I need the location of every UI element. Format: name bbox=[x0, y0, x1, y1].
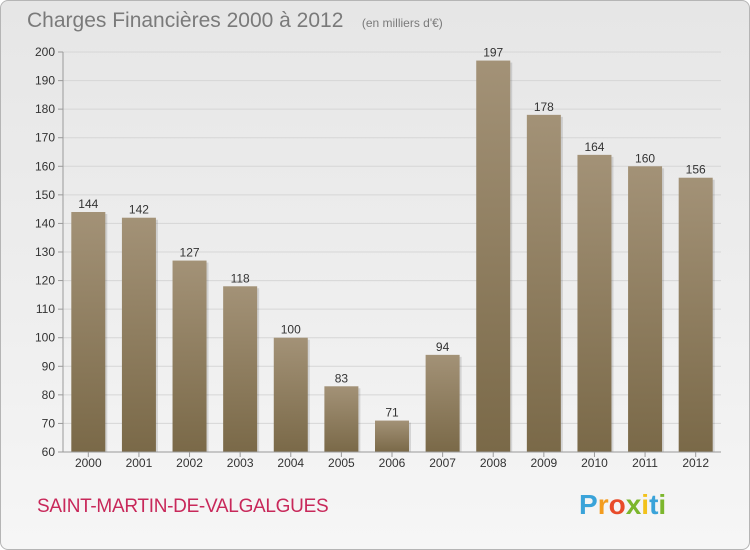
logo-letter: i bbox=[658, 489, 667, 520]
bar-value-label: 127 bbox=[180, 246, 200, 260]
x-tick-label: 2000 bbox=[75, 456, 102, 470]
grid-lines bbox=[63, 51, 721, 453]
proxiti-logo: Proxiti bbox=[579, 489, 666, 521]
x-tick-label: 2011 bbox=[632, 456, 658, 470]
x-tick-label: 2008 bbox=[480, 456, 507, 470]
x-tick-label: 2009 bbox=[530, 456, 557, 470]
bar-2008 bbox=[476, 60, 511, 452]
y-tick-label: 190 bbox=[35, 74, 55, 88]
bar-value-label: 144 bbox=[78, 197, 98, 211]
y-tick-label: 200 bbox=[35, 45, 55, 59]
bar-2004 bbox=[273, 337, 308, 452]
y-tick-label: 60 bbox=[42, 445, 56, 459]
bar-2010 bbox=[577, 154, 612, 452]
bar-value-label: 178 bbox=[534, 100, 554, 114]
bar-value-label: 142 bbox=[129, 203, 149, 217]
x-tick-label: 2012 bbox=[682, 456, 709, 470]
bar-2000 bbox=[71, 212, 106, 452]
logo-letter: r bbox=[597, 489, 609, 520]
bar-value-label: 100 bbox=[281, 323, 301, 337]
y-tick-label: 140 bbox=[35, 216, 55, 230]
logo-letter: i bbox=[641, 489, 650, 520]
logo-letter: P bbox=[579, 489, 598, 520]
chart-title: Charges Financières 2000 à 2012 (en mill… bbox=[27, 9, 443, 33]
bar-2007 bbox=[425, 354, 460, 452]
y-tick-label: 170 bbox=[35, 131, 55, 145]
y-tick-label: 90 bbox=[42, 359, 56, 373]
chart-unit-note: (en milliers d'€) bbox=[361, 16, 443, 30]
bar-2003 bbox=[223, 286, 258, 452]
bar-2002 bbox=[172, 260, 207, 452]
bar-value-label: 160 bbox=[635, 151, 655, 165]
bar-value-label: 94 bbox=[436, 340, 450, 354]
y-tick-label: 80 bbox=[42, 388, 56, 402]
y-tick-label: 100 bbox=[35, 331, 55, 345]
bar-value-label: 197 bbox=[483, 46, 503, 60]
x-tick-label: 2010 bbox=[581, 456, 608, 470]
x-tick-label: 2003 bbox=[227, 456, 254, 470]
axes: 60 70 80 90 100 110 120 130 140 150 160 170 180 190 20… bbox=[35, 45, 721, 470]
x-tick-label: 2002 bbox=[176, 456, 203, 470]
bar-value-label: 164 bbox=[584, 140, 604, 154]
chart-title-text: Charges Financières 2000 à 2012 bbox=[27, 9, 344, 32]
bar-2001 bbox=[121, 217, 156, 452]
commune-name: SAINT-MARTIN-DE-VALGALGUES bbox=[37, 496, 329, 517]
logo-letter: x bbox=[625, 489, 642, 520]
bars: 144 142 127 118 100 83 71 94 197 178 164 160 156 bbox=[71, 46, 715, 453]
bar-2009 bbox=[526, 114, 561, 452]
y-tick-label: 110 bbox=[36, 302, 55, 316]
bar-value-label: 83 bbox=[335, 371, 349, 385]
y-tick-label: 70 bbox=[42, 416, 56, 430]
x-tick-label: 2004 bbox=[277, 456, 304, 470]
y-tick-label: 150 bbox=[35, 188, 55, 202]
bar-value-label: 71 bbox=[385, 406, 399, 420]
logo-letter: t bbox=[649, 489, 659, 520]
x-tick-label: 2005 bbox=[328, 456, 355, 470]
logo-letter: o bbox=[608, 489, 626, 520]
bar-value-label: 118 bbox=[231, 271, 250, 285]
bar-2005 bbox=[324, 386, 359, 452]
bar-2012 bbox=[678, 177, 713, 452]
x-tick-label: 2001 bbox=[126, 456, 153, 470]
bar-value-label: 156 bbox=[686, 163, 706, 177]
y-tick-label: 120 bbox=[35, 274, 55, 288]
x-tick-label: 2006 bbox=[379, 456, 406, 470]
x-tick-label: 2007 bbox=[429, 456, 456, 470]
bar-2011 bbox=[628, 166, 663, 453]
y-tick-label: 160 bbox=[35, 159, 55, 173]
y-tick-label: 130 bbox=[35, 245, 55, 259]
y-tick-label: 180 bbox=[35, 102, 55, 116]
bar-2006 bbox=[375, 420, 409, 452]
